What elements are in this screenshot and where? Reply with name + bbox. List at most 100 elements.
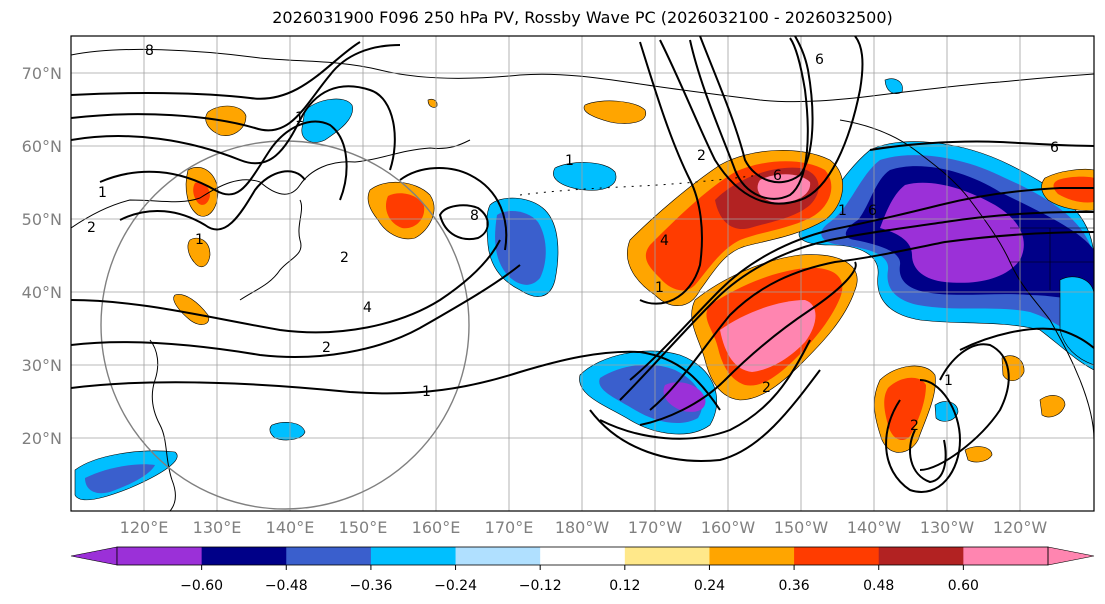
longitude-labels: 120°E 130°E 140°E 150°E 160°E 170°E 180°…: [120, 518, 1048, 537]
colorbar-tick-label: 0.24: [694, 578, 725, 594]
colorbar-segment: [286, 547, 372, 565]
pv-contour: [649, 231, 1094, 411]
lat-label: 20°N: [22, 429, 62, 448]
contour-label: 2: [762, 380, 771, 396]
pv-contour: [99, 120, 348, 201]
anomaly-blob: [553, 162, 617, 191]
contour-label: 8: [470, 208, 479, 224]
pv-contour: [71, 85, 396, 171]
contour-label: 1: [944, 373, 953, 389]
contour-label: 6: [815, 52, 824, 68]
colorbar-tick-label: −0.24: [434, 578, 477, 594]
contour-label: 1: [295, 110, 304, 126]
latitude-labels: 70°N 60°N 50°N 40°N 30°N 20°N: [22, 64, 62, 448]
lon-label: 140°W: [847, 518, 902, 537]
map-frame: [70, 35, 1095, 512]
lon-label: 120°E: [120, 518, 169, 537]
colorbar-segment: [455, 547, 541, 565]
pv-contour: [399, 167, 508, 251]
pv-contours: [71, 36, 1094, 493]
pv-contour: [919, 343, 1010, 471]
coastline: [239, 199, 303, 301]
contour-label: 2: [697, 148, 706, 164]
lat-label: 50°N: [22, 210, 62, 229]
contour-label: 8: [145, 43, 154, 59]
anomaly-blob: [599, 364, 703, 424]
contour-labels: 1 1 2 4 2 1 8 2 6 6 2 4 6 1 2 1 2 8 1 6 …: [87, 43, 1059, 434]
coastline: [71, 139, 471, 229]
lon-label: 130°E: [193, 518, 242, 537]
colorbar-tick-label: 0.12: [609, 578, 640, 594]
lon-label: 150°W: [774, 518, 829, 537]
colorbar-under-arrow: [70, 546, 118, 566]
colorbar-segment: [709, 547, 795, 565]
pv-contour: [869, 140, 1094, 151]
coastline: [639, 73, 1094, 103]
colorbar-tick-label: −0.48: [265, 578, 308, 594]
coastline: [519, 174, 761, 196]
contour-label: 1: [565, 153, 574, 169]
lon-label: 170°E: [485, 518, 534, 537]
pv-contour: [619, 211, 1094, 401]
coastline: [71, 48, 641, 85]
anomaly-blob: [964, 446, 993, 463]
pv-contour: [71, 264, 521, 358]
pv-contour: [909, 429, 947, 484]
colorbar-tick-label: 0.48: [863, 578, 894, 594]
colorbar-frame: [116, 546, 1049, 566]
pv-contour: [119, 170, 306, 231]
lat-label: 60°N: [22, 137, 62, 156]
pv-contour: [599, 339, 811, 440]
colorbar-tick-label: 0.60: [948, 578, 979, 594]
colorbar-segment: [624, 547, 710, 565]
lon-label: 150°E: [339, 518, 388, 537]
contour-label: 6: [1050, 140, 1059, 156]
gridlines: [71, 36, 1094, 511]
lat-label: 30°N: [22, 356, 62, 375]
colorbar-segment: [370, 547, 457, 565]
anomaly-blob: [269, 422, 306, 441]
contour-label: 2: [340, 250, 349, 266]
colorbar-segment: [878, 547, 964, 565]
colorbar-tick-label: −0.60: [180, 578, 223, 594]
pv-contour: [71, 239, 501, 334]
pv-contour: [438, 204, 489, 240]
contour-label: 2: [322, 340, 331, 356]
reference-circle: [100, 140, 470, 510]
colorbar-over-arrow: [1047, 546, 1095, 566]
anomaly-blob: [884, 377, 926, 441]
contour-label: 6: [868, 203, 877, 219]
anomaly-blob: [663, 382, 706, 412]
lat-label: 40°N: [22, 283, 62, 302]
contour-label: 2: [910, 418, 919, 434]
anomaly-blob: [1039, 395, 1066, 418]
anomaly-blob: [1053, 176, 1094, 203]
lon-label: 140°E: [266, 518, 315, 537]
lon-label: 120°W: [993, 518, 1048, 537]
colorbar-segment: [201, 547, 287, 565]
contour-label: 1: [98, 185, 107, 201]
contour-label: 1: [655, 280, 664, 296]
colorbar: −0.60 −0.48 −0.36 −0.24 −0.12 0.12 0.24 0.36 0.4…: [70, 546, 1095, 594]
anomaly-blob: [1001, 355, 1025, 381]
lon-label: 130°W: [920, 518, 975, 537]
figure-title: 2026031900 F096 250 hPa PV, Rossby Wave …: [272, 8, 893, 27]
anomaly-blob: [880, 182, 1024, 283]
lon-label: 170°W: [628, 518, 683, 537]
lat-label: 70°N: [22, 64, 62, 83]
contour-label: 1: [195, 232, 204, 248]
anomaly-blob: [187, 237, 211, 268]
colorbar-tick-label: 0.36: [779, 578, 810, 594]
contour-label: 1: [422, 384, 431, 400]
pv-contour: [71, 44, 401, 132]
pv-contour: [689, 37, 809, 200]
contour-label: 1: [838, 203, 847, 219]
pv-contour: [659, 36, 864, 205]
colorbar-segment: [540, 547, 626, 565]
contour-label: 4: [660, 233, 669, 249]
contour-label: 4: [363, 300, 372, 316]
colorbar-segment: [963, 547, 1049, 565]
anomaly-blob: [301, 98, 353, 143]
colorbar-tick-label: −0.36: [349, 578, 392, 594]
